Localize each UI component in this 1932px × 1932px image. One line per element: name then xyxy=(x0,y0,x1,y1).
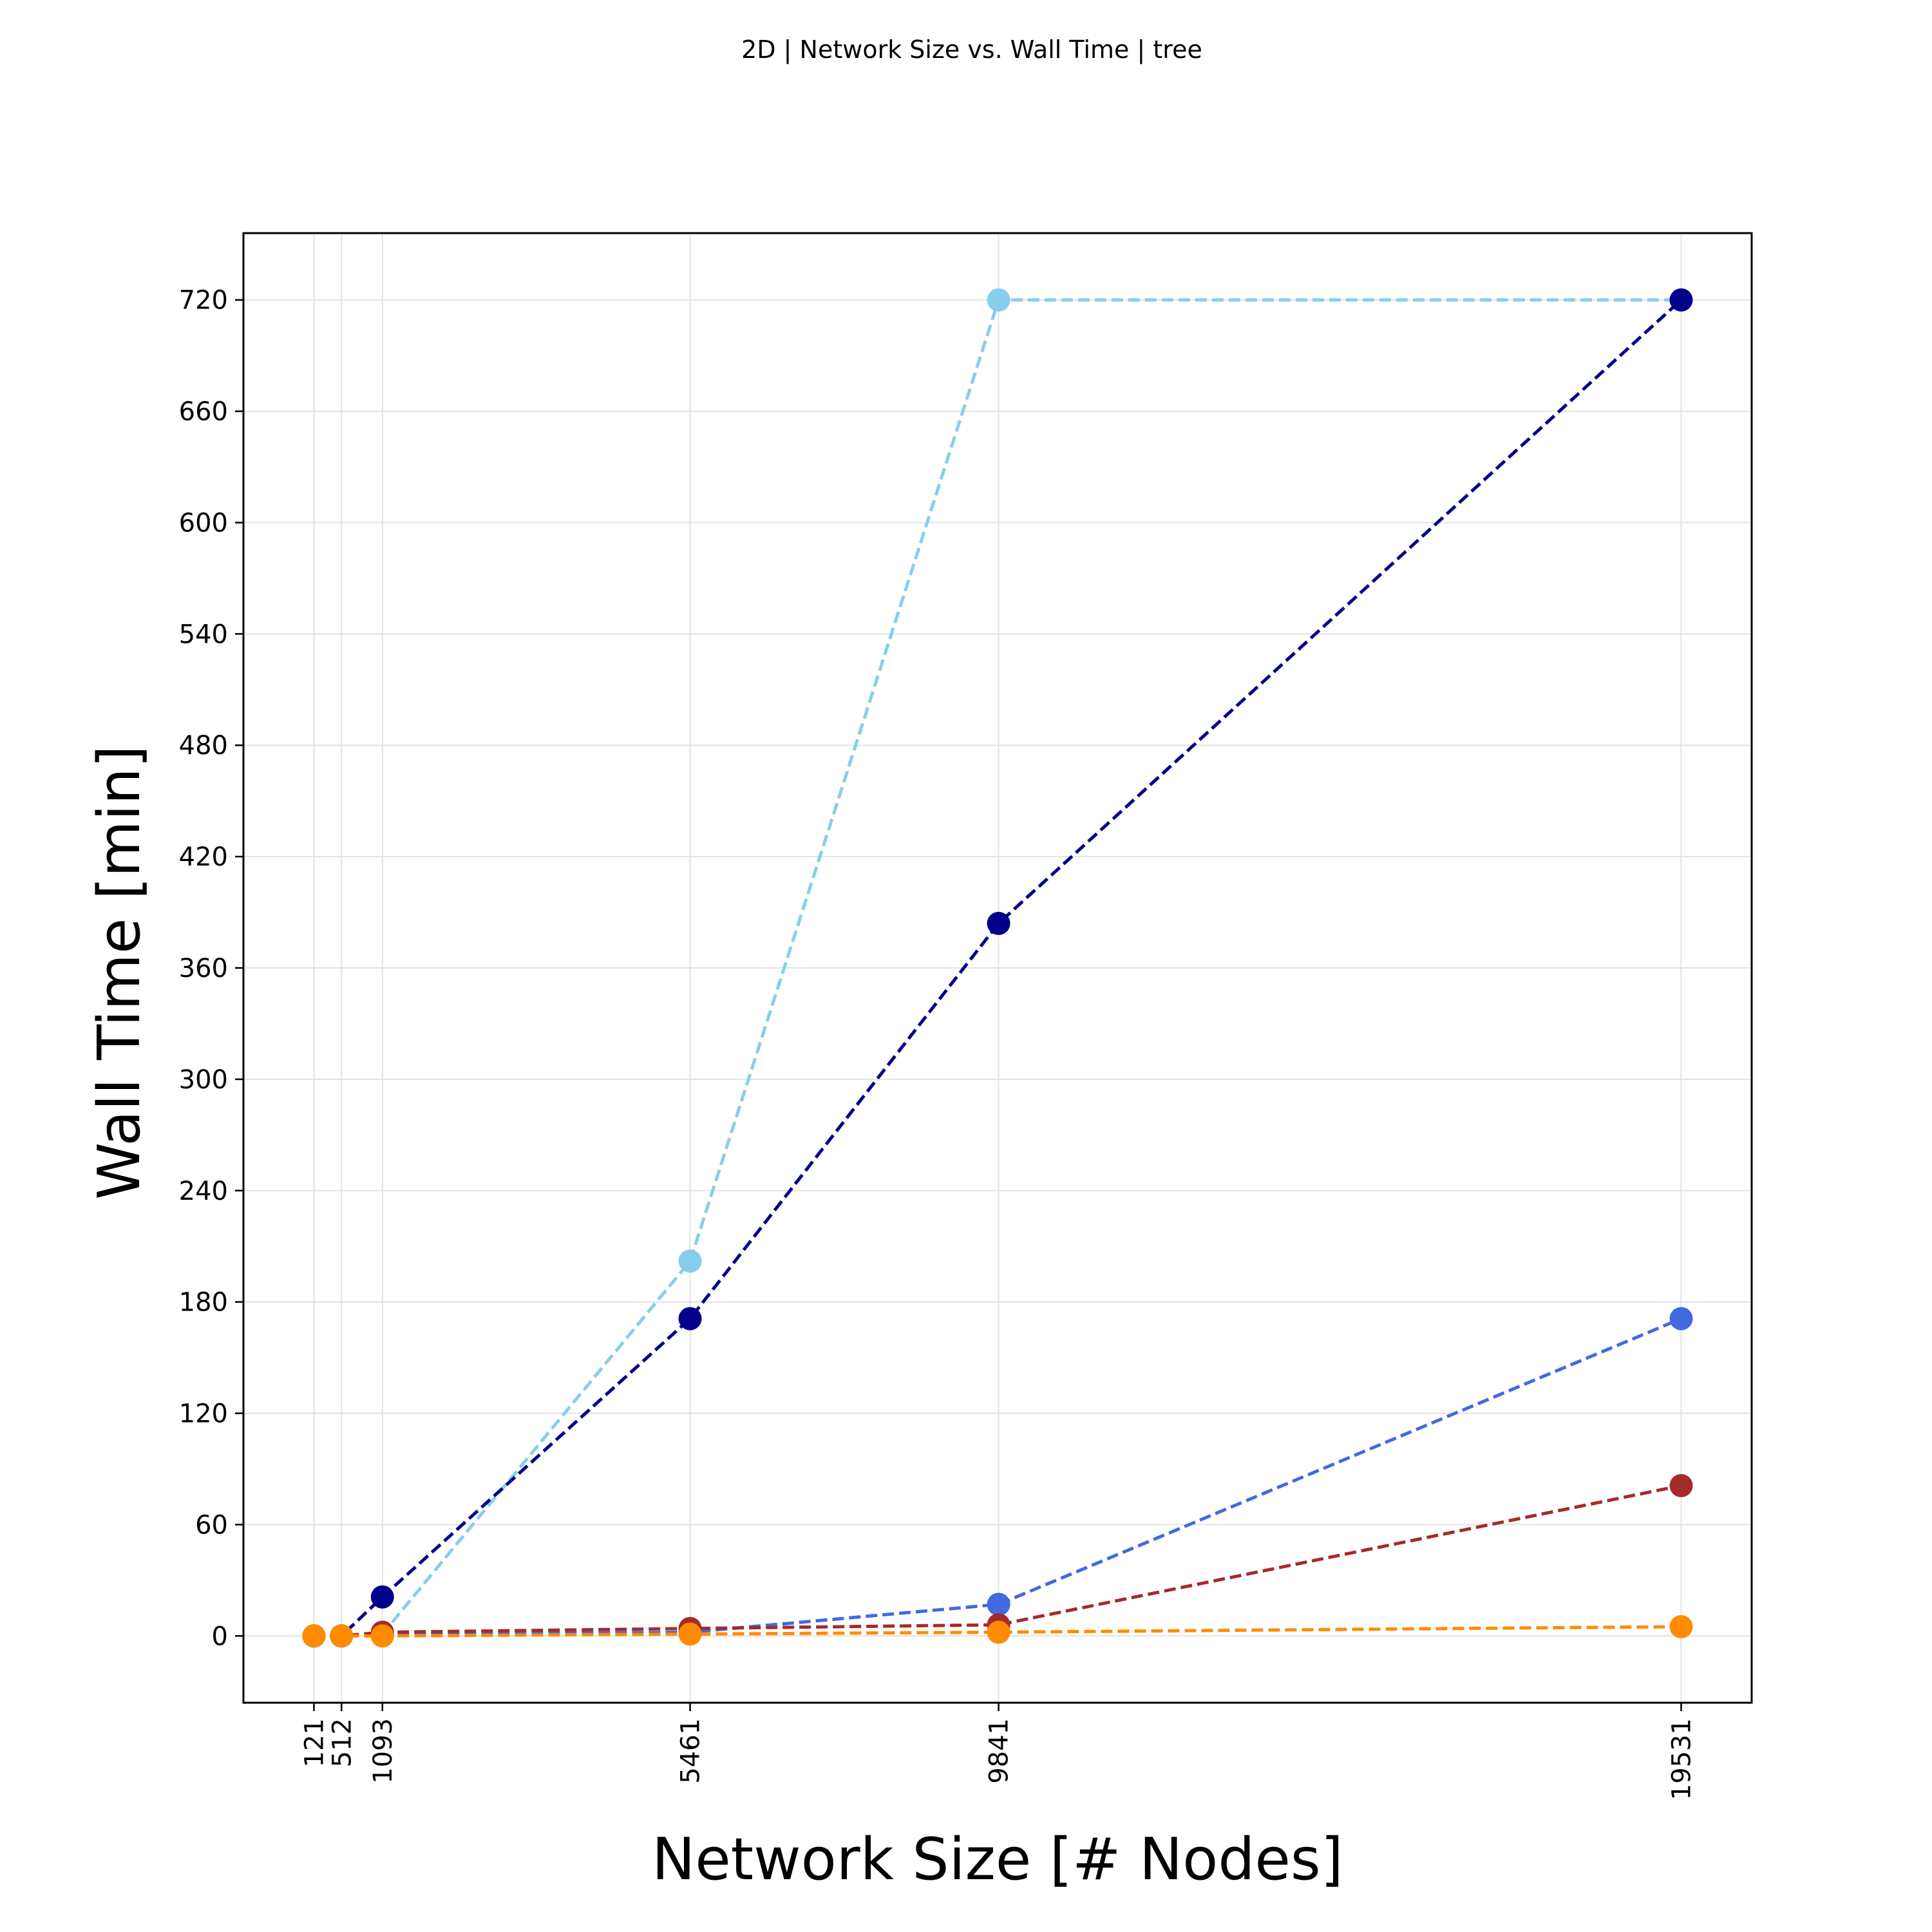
x-axis-label: Network Size [# Nodes] xyxy=(652,1826,1343,1893)
data-point xyxy=(1669,1615,1693,1638)
data-point xyxy=(987,911,1010,935)
x-tick-label: 9841 xyxy=(985,1718,1014,1784)
y-tick-label: 600 xyxy=(179,508,228,538)
data-point xyxy=(370,1624,394,1648)
y-tick-label: 180 xyxy=(179,1288,228,1318)
y-tick-label: 60 xyxy=(195,1510,228,1540)
series-5 xyxy=(302,1615,1693,1648)
y-tick-label: 0 xyxy=(212,1622,228,1651)
x-tick-label: 1093 xyxy=(368,1718,398,1784)
data-point xyxy=(987,1620,1010,1644)
data-point xyxy=(1669,1307,1693,1331)
data-point xyxy=(678,1307,702,1331)
x-tick-label: 121 xyxy=(299,1718,329,1767)
y-tick-label: 660 xyxy=(179,397,228,427)
y-tick-label: 300 xyxy=(179,1065,228,1095)
y-tick-label: 480 xyxy=(179,731,228,761)
data-point xyxy=(987,288,1010,312)
data-point xyxy=(678,1249,702,1273)
data-point xyxy=(370,1585,394,1609)
grid xyxy=(243,233,1752,1703)
y-axis-ticks: 0 60 120 180 240 300 360 420 480 540 600 660 720 xyxy=(179,286,243,1651)
data-point xyxy=(330,1624,354,1648)
chart-title: 2D | Network Size vs. Wall Time | tree xyxy=(741,35,1202,64)
x-tick-label: 5461 xyxy=(676,1718,706,1784)
y-tick-label: 120 xyxy=(179,1399,228,1429)
x-tick-label: 19531 xyxy=(1667,1718,1697,1800)
x-tick-label: 512 xyxy=(327,1718,357,1767)
y-tick-label: 240 xyxy=(179,1177,228,1206)
y-tick-label: 720 xyxy=(179,286,228,316)
series-layer xyxy=(302,288,1693,1648)
data-point xyxy=(678,1622,702,1646)
y-tick-label: 420 xyxy=(179,842,228,872)
data-point xyxy=(302,1624,326,1648)
y-tick-label: 360 xyxy=(179,954,228,983)
y-axis-label: Wall Time [min] xyxy=(86,745,153,1200)
y-tick-label: 540 xyxy=(179,620,228,649)
data-point xyxy=(1669,1473,1693,1497)
data-point xyxy=(987,1593,1010,1616)
data-point xyxy=(1669,288,1693,312)
